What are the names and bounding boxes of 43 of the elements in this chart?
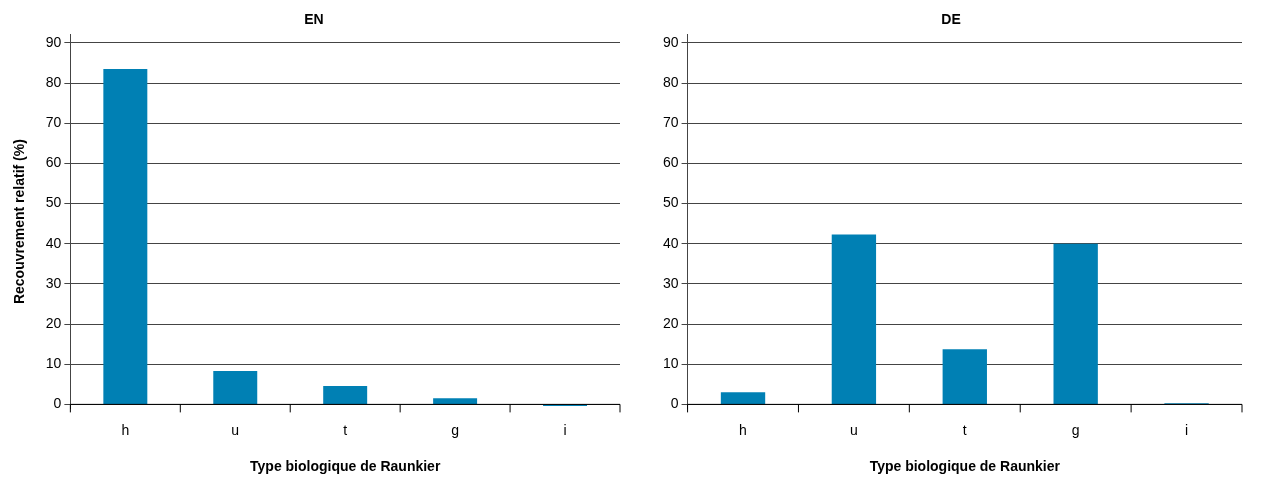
y-tick-label: 70	[662, 114, 679, 131]
bar	[720, 392, 766, 404]
bar	[942, 349, 987, 404]
x-tick-label: t	[962, 421, 967, 438]
y-tick-label: 10	[662, 355, 679, 372]
x-tick-label: u	[850, 421, 858, 438]
y-tick-label: 20	[662, 314, 679, 331]
y-tick-label: 90	[662, 33, 679, 50]
y-tick-label: 60	[45, 154, 62, 171]
y-tick-label: 10	[45, 355, 62, 372]
x-tick-label: g	[451, 421, 460, 438]
y-tick-label: 50	[45, 194, 62, 211]
y-tick-label: 0	[670, 395, 679, 412]
x-tick-label: h	[739, 421, 747, 438]
chart-title: DE	[941, 11, 961, 28]
y-tick-label: 70	[45, 114, 62, 131]
y-tick-label: 30	[662, 274, 679, 291]
y-tick-label: 90	[45, 33, 62, 50]
y-tick-label: 40	[45, 234, 62, 251]
x-tick-label: g	[1071, 421, 1080, 438]
x-axis-title: Type biologique de Raunkier	[869, 458, 1061, 475]
y-tick-label: 80	[662, 73, 679, 90]
bar	[323, 385, 368, 404]
bar	[831, 234, 877, 404]
x-tick-label: t	[343, 421, 348, 438]
x-tick-label: h	[121, 421, 130, 438]
bar	[213, 371, 258, 404]
y-tick-label: 80	[45, 73, 62, 90]
bar	[1053, 243, 1098, 404]
y-tick-label: 50	[662, 194, 679, 211]
y-tick-label: 40	[662, 234, 679, 251]
chart-title: EN	[304, 11, 324, 28]
y-tick-label: 30	[45, 274, 62, 291]
y-tick-label: 0	[53, 395, 62, 412]
y-axis-title: Recouvrement relatif (%)	[11, 139, 28, 305]
y-tick-label: 20	[45, 314, 62, 331]
x-tick-label: i	[1184, 421, 1189, 438]
y-tick-label: 60	[662, 154, 679, 171]
x-tick-label: u	[231, 421, 240, 438]
x-axis-title: Type biologique de Raunkier	[250, 458, 441, 475]
bar	[433, 398, 478, 404]
bar	[103, 68, 148, 404]
x-tick-label: i	[563, 421, 567, 438]
